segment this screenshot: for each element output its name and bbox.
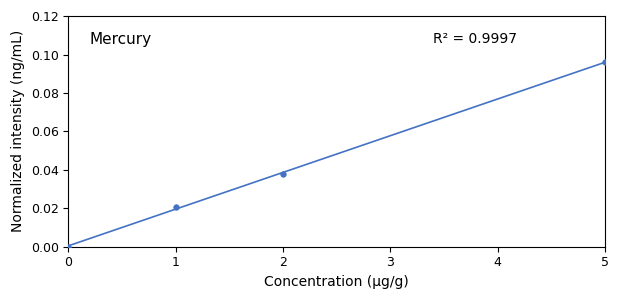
Y-axis label: Normalized intensity (ng/mL): Normalized intensity (ng/mL) xyxy=(11,30,25,233)
Point xyxy=(63,244,73,249)
X-axis label: Concentration (µg/g): Concentration (µg/g) xyxy=(264,275,409,289)
Point xyxy=(600,60,610,64)
Point xyxy=(278,171,288,176)
Point xyxy=(170,205,180,210)
Text: R² = 0.9997: R² = 0.9997 xyxy=(433,32,517,46)
Text: Mercury: Mercury xyxy=(90,32,152,47)
